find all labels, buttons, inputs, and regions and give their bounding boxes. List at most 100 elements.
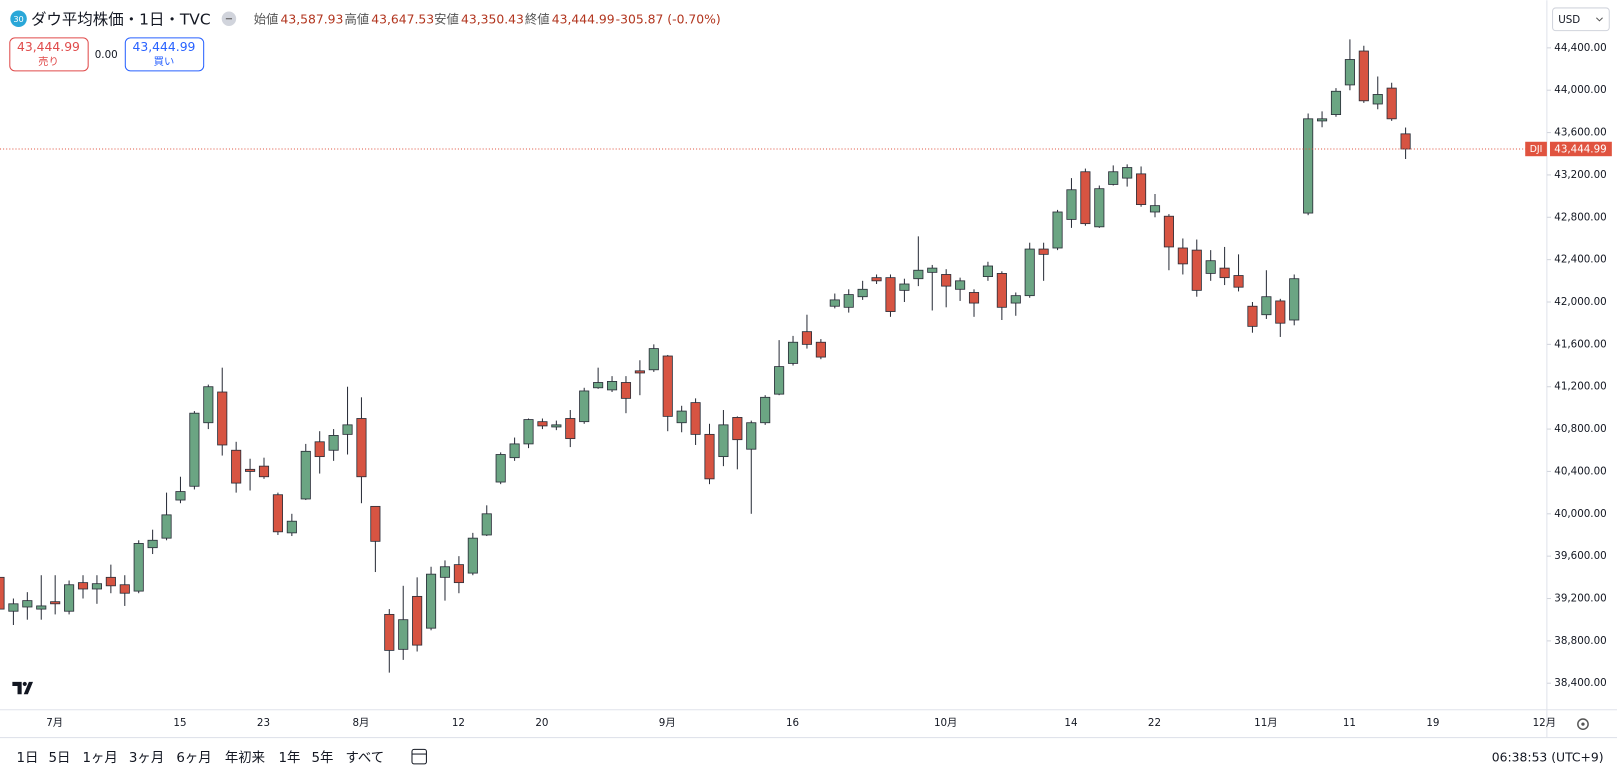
candle-body (760, 396, 771, 424)
currency-select[interactable] (1552, 7, 1610, 32)
candle-body (1177, 247, 1188, 265)
tv-logo (12, 681, 33, 695)
candle-body (1052, 211, 1063, 249)
candle-body (913, 269, 924, 280)
range-button[interactable]: すべて (345, 750, 384, 766)
candle-body (22, 600, 33, 608)
candle-body (955, 280, 966, 290)
y-tick-label: 42,400.00 (1554, 254, 1606, 266)
settings-icon[interactable] (1577, 718, 1589, 731)
y-tick-label: 43,200.00 (1554, 169, 1606, 181)
x-tick-label: 19 (1426, 717, 1439, 729)
candle-body (495, 454, 506, 483)
buy-button[interactable] (124, 37, 205, 72)
candle-body (718, 424, 729, 458)
sell-button[interactable] (9, 37, 89, 72)
candle-body (1066, 189, 1077, 220)
candle-body (50, 601, 61, 605)
candle-body (509, 443, 520, 459)
y-tick-label: 43,600.00 (1554, 127, 1606, 139)
candle-body (774, 366, 785, 395)
x-tick-label: 12 (452, 717, 465, 729)
candle-body (1163, 215, 1174, 248)
candle-body (843, 294, 854, 308)
range-button[interactable]: 1日 (17, 751, 39, 766)
y-tick-label: 40,800.00 (1554, 423, 1606, 435)
candle-body (231, 449, 242, 484)
candle-body (161, 514, 172, 539)
candle-body (593, 382, 604, 389)
low-value: 43,350.43 (461, 12, 524, 26)
candle-body (481, 513, 492, 536)
candle-body (606, 381, 618, 391)
candle-body (996, 273, 1007, 308)
range-button[interactable]: 5年 (311, 750, 333, 766)
candle-body (1191, 249, 1202, 291)
currency-text: USD (1558, 14, 1580, 26)
candle-body (300, 450, 311, 500)
candle-body (1122, 167, 1133, 179)
candle-body (1386, 87, 1397, 120)
candle-body (1344, 59, 1355, 86)
candle-body (384, 613, 395, 651)
date-range-icon[interactable] (411, 748, 427, 765)
last-price-tag (1549, 141, 1612, 157)
candle-body (217, 391, 228, 446)
range-button[interactable]: 1年 (278, 750, 300, 766)
y-tick-label: 38,800.00 (1554, 635, 1606, 647)
candle-body (91, 583, 102, 590)
range-button[interactable]: 3ヶ月 (129, 751, 164, 766)
candle-body (620, 382, 632, 399)
candle-body (787, 341, 799, 364)
candle-body (1080, 171, 1091, 225)
candle-body (1108, 171, 1119, 185)
candle-body (523, 419, 534, 445)
y-tick-label: 39,600.00 (1554, 550, 1606, 562)
candle-body (941, 274, 952, 287)
candle-body (1372, 94, 1383, 105)
candle-body (1275, 300, 1286, 324)
candle-body (36, 605, 47, 610)
candle-body (815, 341, 826, 358)
candle-body (1219, 267, 1230, 279)
candle-body (8, 603, 19, 612)
candle-body (203, 386, 214, 424)
symbol-title: ダウ平均株価・1日・TVC (31, 10, 211, 28)
x-tick-label: 22 (1148, 717, 1161, 729)
candle-body (370, 505, 381, 542)
candle-body (690, 402, 701, 435)
candle-body (398, 619, 409, 650)
candle-body (1205, 260, 1216, 274)
candle-body (829, 299, 840, 307)
candle-body (648, 348, 659, 371)
open-label: 始値 (254, 11, 279, 26)
x-tick-label: 8月 (353, 717, 370, 729)
y-tick-label: 40,400.00 (1554, 465, 1606, 477)
candle-body (1038, 248, 1049, 255)
sell-price: 43,444.99 (17, 40, 80, 54)
symbol-tag-text: DJI (1530, 144, 1543, 155)
y-tick-label: 42,000.00 (1554, 296, 1606, 308)
candle-body (801, 331, 813, 345)
candle-body (857, 288, 868, 298)
x-tick-label: 15 (173, 717, 186, 729)
y-tick-label: 44,400.00 (1554, 42, 1606, 54)
candle-body (0, 576, 5, 610)
range-button[interactable]: 年初来 (225, 750, 265, 766)
range-button[interactable]: 1ヶ月 (83, 751, 118, 766)
y-tick-label: 39,200.00 (1554, 593, 1606, 605)
x-tick-label: 10月 (934, 717, 957, 729)
candle-body (314, 441, 325, 458)
x-tick-label: 11月 (1254, 717, 1277, 729)
candle-body (245, 468, 256, 472)
range-button[interactable]: 6ヶ月 (176, 751, 211, 766)
plot-area (0, 39, 1411, 673)
candle-body (286, 520, 297, 534)
candle-body (1233, 275, 1244, 288)
range-button[interactable]: 5日 (48, 751, 70, 766)
candle-body (1303, 118, 1314, 214)
candle-body (342, 424, 353, 435)
candle-body (565, 418, 576, 440)
